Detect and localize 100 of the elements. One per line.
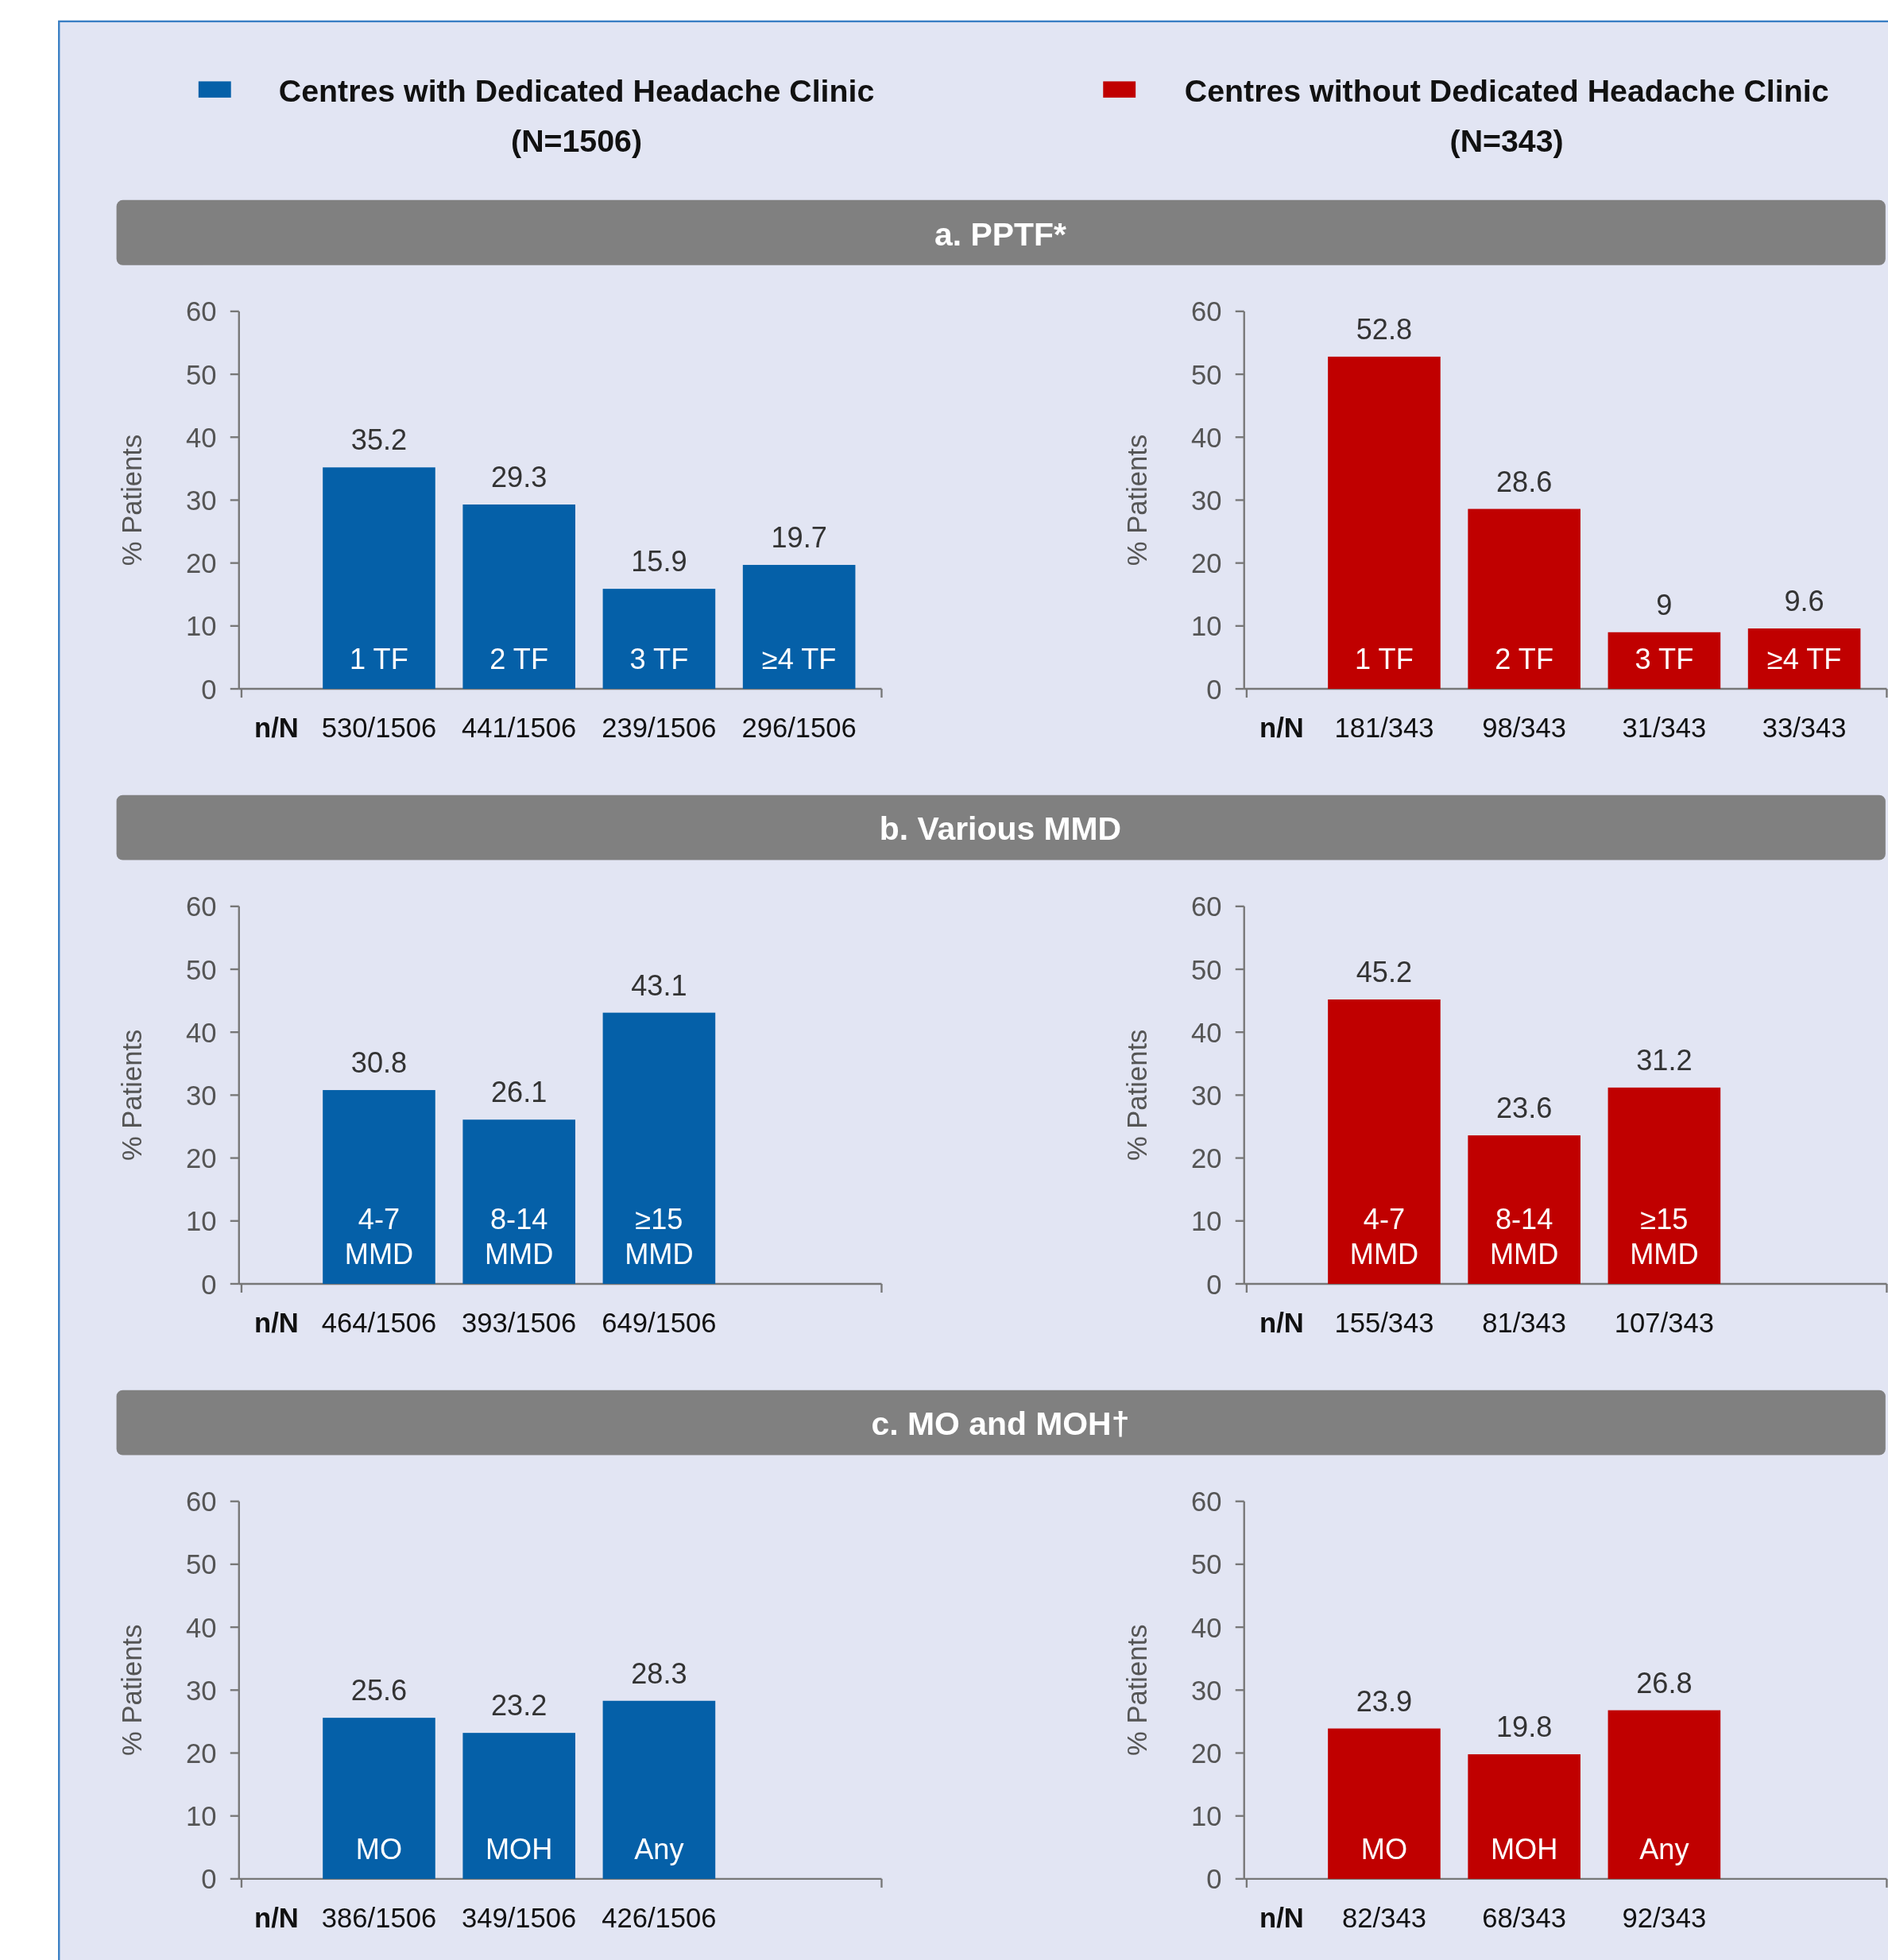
y-tick-label: 60 [1190,1486,1222,1517]
data-label: 15.9 [631,545,687,578]
y-tick-label: 40 [185,1612,217,1643]
text: n/N [254,1903,299,1934]
data-label: 23.6 [1495,1092,1553,1125]
text: n/N [1259,713,1304,744]
y-tick-label: 10 [185,1206,217,1237]
text: 31/343 [1622,713,1707,744]
bar [1468,508,1580,690]
data-label: 35.2 [350,423,408,457]
x-tick-label: MOH [486,1832,553,1865]
data-label: 45.2 [1356,955,1413,988]
data-label: 52.8 [1356,312,1413,346]
data-label: 23.9 [1356,1684,1413,1718]
y-tick-label: 0 [1206,1864,1222,1895]
text: 349/1506 [462,1903,577,1934]
y-tick-label: 0 [201,1269,217,1300]
text: a. PPTF* [934,215,1066,253]
text: 464/1506 [321,1308,437,1339]
x-tick-label: 2 TF [489,642,549,675]
text: 68/343 [1482,1903,1567,1934]
y-tick-label: 30 [185,485,217,516]
x-tick-label: ≥4 TF [761,642,837,675]
bar [1608,632,1721,690]
data-label: 9.6 [1784,584,1824,617]
text: c. MO and MOH† [871,1405,1130,1443]
y-tick-label: 60 [185,1486,217,1517]
y-tick-label: 30 [1190,1080,1222,1111]
x-tick-label: 4-7 MMD [1349,1202,1419,1270]
x-tick-label: MO [1360,1832,1408,1865]
y-tick-label: 0 [1206,674,1222,705]
x-tick-label: 1 TF [1355,642,1414,675]
y-tick-label: 10 [1190,1206,1222,1237]
data-label: 31.2 [1636,1043,1693,1077]
text: 386/1506 [321,1903,437,1934]
y-tick-label: 60 [1190,296,1222,327]
data-label: 26.1 [490,1076,547,1109]
y-tick-label: 20 [185,1143,217,1174]
text: 33/343 [1762,713,1847,744]
data-label: 25.6 [350,1674,408,1707]
y-tick-label: 60 [1190,891,1222,922]
y-tick-label: 50 [185,359,217,390]
y-tick-label: 20 [1190,548,1222,579]
bar [1747,628,1861,690]
y-tick-label: 50 [1190,359,1222,390]
y-tick-label: 50 [185,954,217,985]
y-tick-label: 50 [1190,954,1222,985]
y-tick-label: 20 [185,548,217,579]
x-tick-label: Any [1639,1832,1690,1865]
text: 81/343 [1482,1308,1567,1339]
bar [1328,999,1441,1284]
text: 239/1506 [602,713,717,744]
y-tick-label: 40 [1190,1612,1222,1643]
x-tick-label: Any [634,1832,685,1865]
x-tick-label: 8-14 MMD [1489,1202,1559,1270]
y-tick-label: 40 [1190,1017,1222,1048]
text: 296/1506 [741,713,857,744]
x-tick-label: 3 TF [629,642,689,675]
y-tick-label: 10 [185,611,217,642]
text: 98/343 [1482,713,1567,744]
text: 92/343 [1622,1903,1707,1934]
bar [323,1090,435,1284]
bar [1328,356,1441,690]
y-tick-label: 30 [185,1675,217,1706]
y-tick-label: 20 [1190,1143,1222,1174]
bar [1468,1754,1580,1879]
text: 181/343 [1334,713,1434,744]
y-tick-label: 60 [185,296,217,327]
x-tick-label: 8-14 MMD [485,1202,554,1270]
y-axis-title: % Patients [1122,1029,1153,1162]
text: 155/343 [1334,1308,1434,1339]
x-tick-label: MOH [1490,1832,1558,1865]
y-tick-label: 0 [201,1864,217,1895]
text: 393/1506 [462,1308,577,1339]
bar [1608,1710,1721,1879]
y-tick-label: 10 [1190,1801,1222,1832]
text: 107/343 [1614,1308,1714,1339]
y-tick-label: 10 [185,1801,217,1832]
text: 649/1506 [602,1308,717,1339]
y-tick-label: 40 [185,1017,217,1048]
text: n/N [1259,1903,1304,1934]
text: n/N [254,713,299,744]
data-label: 26.8 [1636,1666,1693,1699]
y-tick-label: 20 [185,1738,217,1769]
data-label: 28.3 [631,1657,687,1690]
x-tick-label: 3 TF [1635,642,1694,675]
x-tick-label: ≥15 MMD [625,1202,694,1270]
y-tick-label: 30 [1190,1675,1222,1706]
data-label: 30.8 [350,1046,408,1080]
y-axis-title: % Patients [117,1624,148,1757]
text: 530/1506 [321,713,437,744]
x-tick-label: 2 TF [1495,642,1554,675]
y-axis-title: % Patients [117,1029,148,1162]
x-tick-label: 4-7 MMD [344,1202,414,1270]
x-tick-label: ≥4 TF [1766,642,1842,675]
bar [462,504,575,690]
text: b. Various MMD [879,810,1122,848]
x-tick-label: MO [355,1832,403,1865]
bar [323,467,435,690]
y-tick-label: 40 [185,422,217,453]
